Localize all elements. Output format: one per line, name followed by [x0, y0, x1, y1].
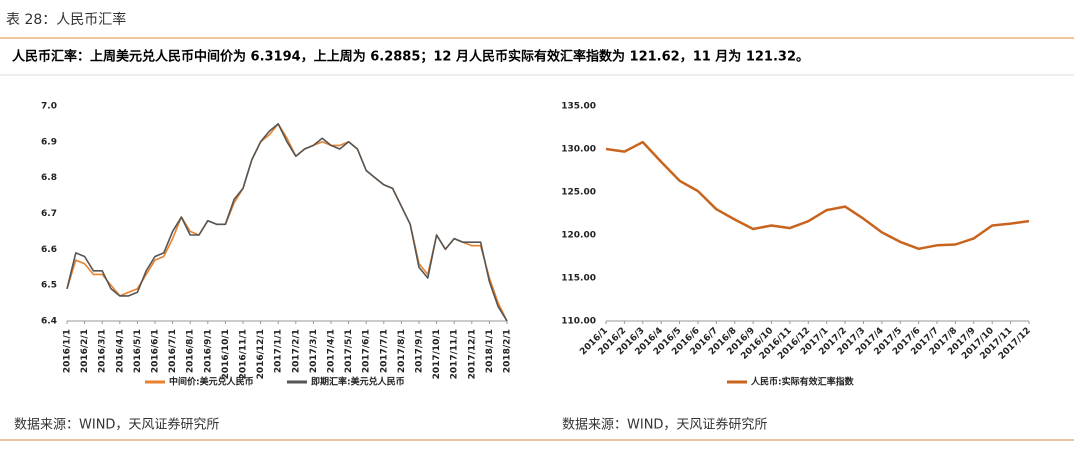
- x-tick-label: 2016/10/1: [221, 329, 231, 379]
- x-tick-label: 2018/2/1: [503, 329, 513, 373]
- y-tick-label: 120.00: [561, 231, 596, 241]
- x-tick-label: 2016/4/1: [115, 329, 125, 373]
- source: 数据来源：WIND，天风证券研究所: [14, 417, 219, 433]
- y-tick-label: 6.4: [41, 317, 57, 327]
- x-tick-label: 2017/4/1: [327, 329, 337, 373]
- x-tick-label: 2016/1/1: [63, 329, 73, 373]
- series-line: [66, 123, 508, 322]
- x-tick-label: 2017/10/1: [432, 329, 442, 379]
- y-tick-label: 6.9: [41, 137, 57, 147]
- x-tick-label: 2016/6/1: [151, 329, 161, 373]
- x-tick-label: 2016/5/1: [133, 329, 143, 373]
- x-tick-label: 2017/9/1: [415, 329, 425, 373]
- x-tick-label: 2016/2/1: [80, 329, 90, 373]
- x-tick-label: 2016/11/1: [239, 329, 249, 379]
- x-tick-label: 2016/7/1: [168, 329, 178, 373]
- table-title: 表 28：人民币汇率: [6, 11, 126, 28]
- summary: 人民币汇率：上周美元兑人民币中间价为 6.3194，上上周为 6.2885；12…: [12, 49, 809, 65]
- x-tick-label: 2017/2/1: [291, 329, 301, 373]
- x-tick-label: 2017/11/1: [450, 329, 460, 379]
- x-tick-label: 2017/3/1: [309, 329, 319, 373]
- y-tick-label: 130.00: [561, 145, 596, 155]
- series-line: [605, 140, 1030, 251]
- source: 数据来源：WIND，天风证券研究所: [562, 417, 767, 433]
- x-tick-label: 2017/6/1: [362, 329, 372, 373]
- y-tick-label: 110.00: [561, 317, 596, 327]
- x-tick-label: 2016/9/1: [203, 329, 213, 373]
- y-tick-label: 6.5: [41, 281, 57, 291]
- x-tick-label: 2017/8/1: [397, 329, 407, 373]
- x-tick-label: 2017/12/1: [467, 329, 477, 379]
- y-tick-label: 6.8: [41, 173, 57, 183]
- y-tick-label: 135.00: [561, 102, 596, 112]
- legend-label: 即期汇率:美元兑人民币: [311, 376, 405, 388]
- y-tick-label: 6.7: [41, 209, 57, 219]
- legend-label: 人民币:实际有效汇率指数: [750, 376, 855, 388]
- x-tick-label: 2017/1/1: [274, 329, 284, 373]
- x-tick-label: 2017/7/1: [379, 329, 389, 373]
- y-tick-label: 125.00: [561, 188, 596, 198]
- series-line: [66, 123, 508, 322]
- y-tick-label: 7.0: [41, 102, 57, 112]
- x-tick-label: 2016/3/1: [98, 329, 108, 373]
- x-tick-label: 2017/5/1: [344, 329, 354, 373]
- y-tick-label: 115.00: [561, 274, 596, 284]
- legend-label: 中间价:美元兑人民币: [169, 376, 254, 388]
- x-tick-label: 2016/8/1: [186, 329, 196, 373]
- x-tick-label: 2016/12/1: [256, 329, 266, 379]
- y-tick-label: 6.6: [41, 245, 57, 255]
- x-tick-label: 2018/1/1: [485, 329, 495, 373]
